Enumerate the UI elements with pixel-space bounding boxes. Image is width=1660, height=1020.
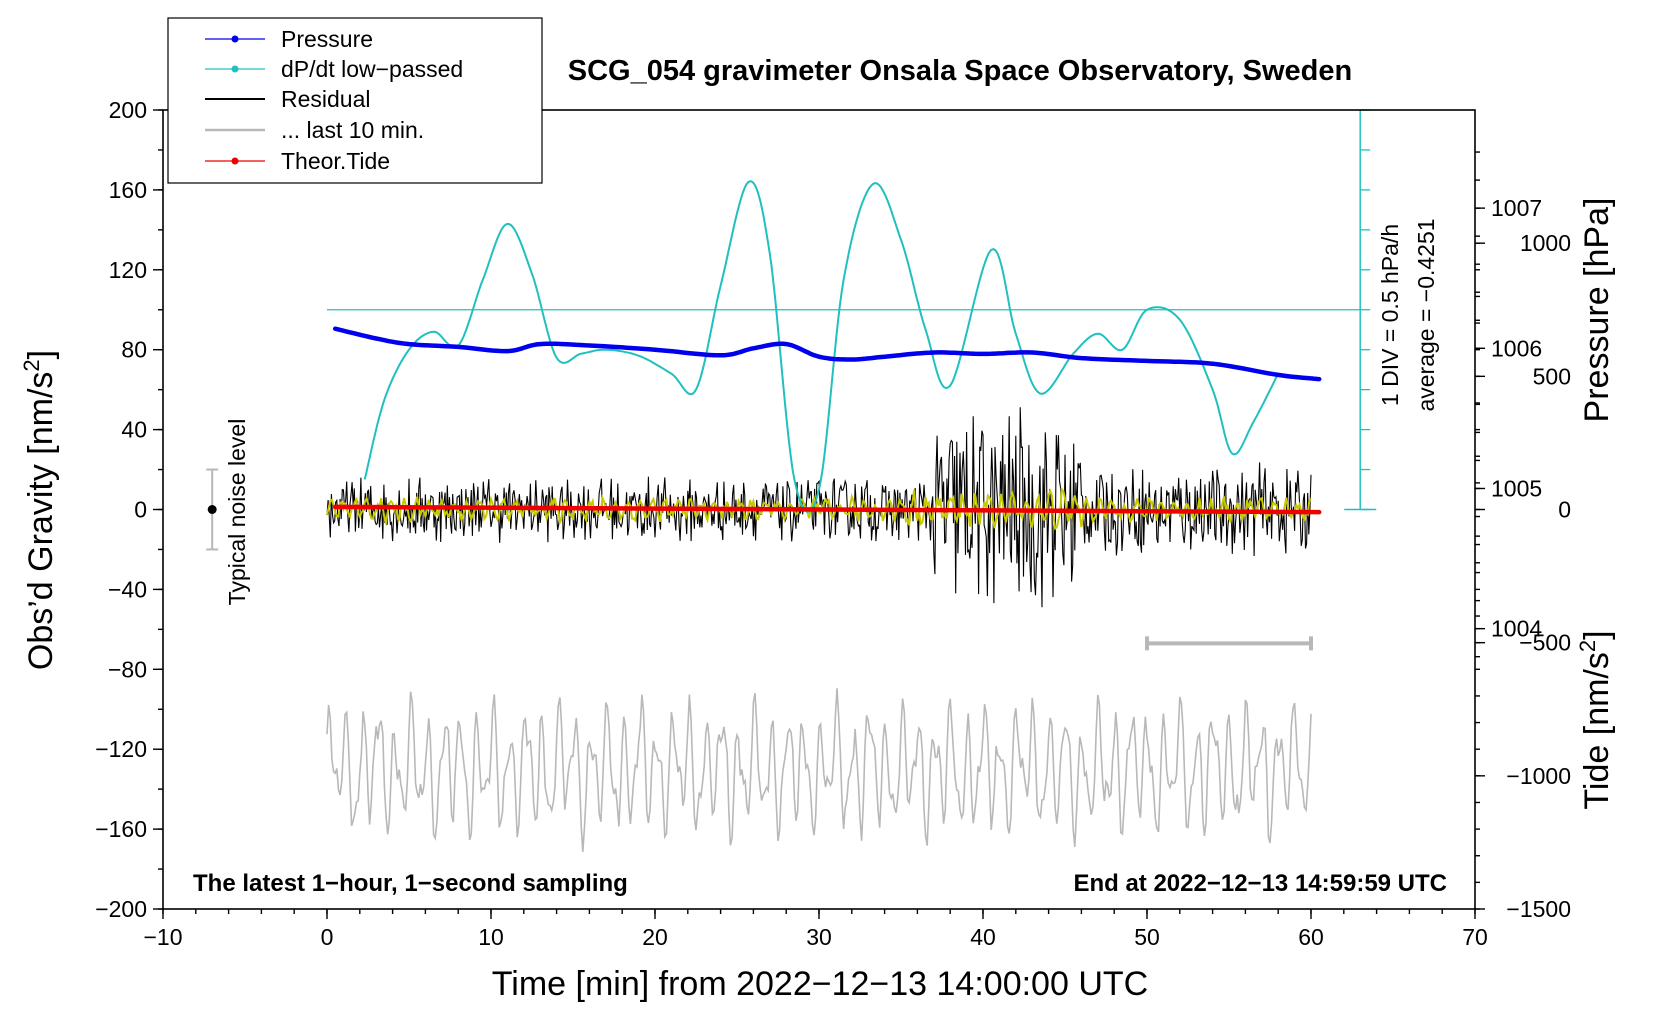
- legend-marker-tide: [231, 157, 239, 165]
- x-axis-label: Time [min] from 2022−12−13 14:00:00 UTC: [492, 965, 1148, 1003]
- dpdt-div-label: 1 DIV = 0.5 hPa/h: [1377, 224, 1403, 406]
- y-tick-label: −80: [108, 656, 147, 682]
- legend-item-last10: ... last 10 min.: [205, 117, 424, 143]
- tide-tick-label: 0: [1558, 497, 1571, 523]
- tide-tick-label: −1000: [1506, 763, 1571, 789]
- tide-axis-label-sup: 2: [1575, 640, 1600, 652]
- series-tide-line: [332, 504, 1322, 515]
- tide-tick-label: 500: [1533, 363, 1571, 389]
- noise-level-label: Typical noise level: [224, 419, 250, 606]
- legend-item-pressure: Pressure: [205, 26, 373, 52]
- y-axis-label-left-sup: 2: [19, 359, 44, 371]
- svg-text:Theor.Tide: Theor.Tide: [281, 148, 390, 174]
- tide-tick-label: −1500: [1506, 896, 1571, 922]
- y-tick-label: 160: [109, 177, 147, 203]
- dpdt-average-label: average = −0.4251: [1413, 218, 1439, 411]
- pressure-tick-label: 1006: [1491, 335, 1542, 361]
- y-tick-label: 200: [109, 97, 147, 123]
- ticks-layer: −10 0 10 20 30 40 50 60 70 200 160 120 80 40 0 −40 −80 −1…: [95, 97, 1571, 950]
- pressure-tick-label: 1007: [1491, 195, 1542, 221]
- svg-text:Residual: Residual: [281, 86, 371, 112]
- end-time-note: End at 2022−12−13 14:59:59 UTC: [1073, 870, 1447, 897]
- legend-item-dpdt: dP/dt low−passed: [205, 56, 463, 82]
- legend-item-residual: Residual: [205, 86, 371, 112]
- chart-title: SCG_054 gravimeter Onsala Space Observat…: [568, 55, 1352, 87]
- series-dpdt-line: [363, 180, 1280, 513]
- legend: Pressure dP/dt low−passed Residual ... l…: [167, 17, 543, 184]
- x-tick-label: 40: [970, 924, 996, 950]
- x-tick-label: 50: [1134, 924, 1160, 950]
- y-tick-label: 40: [121, 417, 147, 443]
- y-tick-label: −40: [108, 576, 147, 602]
- pressure-tick-label: 1005: [1491, 475, 1542, 501]
- series-pressure-line: [332, 326, 1322, 382]
- x-tick-label: 0: [321, 924, 334, 950]
- tide-tick-label: −500: [1519, 630, 1571, 656]
- x-tick-label: −10: [143, 924, 182, 950]
- y-tick-label: 80: [121, 337, 147, 363]
- svg-text:... last 10 min.: ... last 10 min.: [281, 117, 424, 143]
- y-tick-label: −200: [95, 896, 147, 922]
- pressure-axis-label: Pressure [hPa]: [1578, 198, 1616, 423]
- x-tick-label: 30: [806, 924, 832, 950]
- tide-axis-label: Tide [nm/s2]: [1575, 630, 1616, 809]
- series-residual-line: [326, 407, 1312, 608]
- y-tick-label: −160: [95, 816, 147, 842]
- x-tick-label: 70: [1462, 924, 1488, 950]
- x-tick-label: 20: [642, 924, 668, 950]
- y-tick-label: 120: [109, 257, 147, 283]
- series-layer: [206, 109, 1377, 852]
- series-last10-line: [326, 688, 1312, 852]
- y-tick-label: −120: [95, 736, 147, 762]
- sampling-note: The latest 1−hour, 1−second sampling: [193, 870, 628, 897]
- tide-tick-label: 1000: [1520, 230, 1571, 256]
- legend-marker-dpdt: [231, 65, 239, 73]
- y-tick-label: 0: [134, 497, 147, 523]
- noise-bar-center: [207, 505, 217, 514]
- svg-text:dP/dt low−passed: dP/dt low−passed: [281, 56, 463, 82]
- svg-text:Pressure: Pressure: [281, 26, 373, 52]
- legend-box: [167, 17, 543, 184]
- x-tick-label: 60: [1298, 924, 1324, 950]
- legend-marker-pressure: [231, 35, 239, 43]
- legend-item-tide: Theor.Tide: [205, 148, 390, 174]
- y-axis-label-left: Obs’d Gravity [nm/s2]: [19, 350, 60, 670]
- x-tick-label: 10: [478, 924, 504, 950]
- pressure-tick-label: 1004: [1491, 616, 1542, 642]
